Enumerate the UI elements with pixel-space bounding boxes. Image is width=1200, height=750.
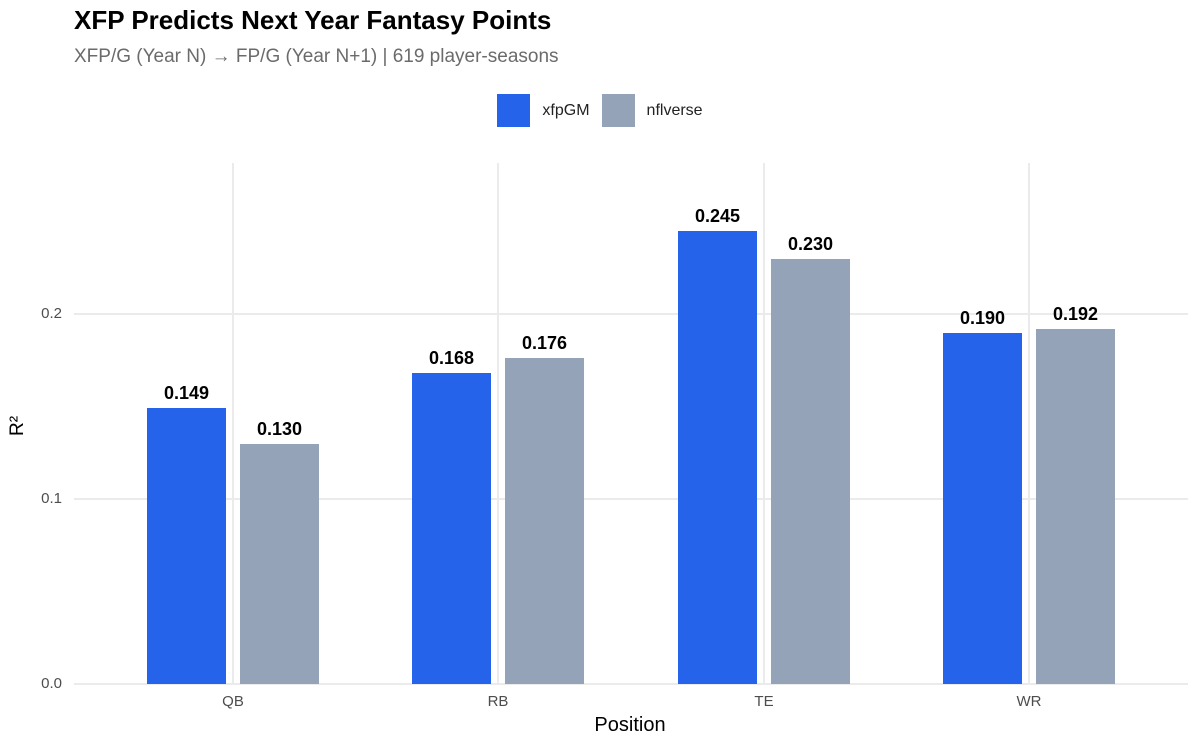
bar-value-label: 0.245 — [694, 205, 741, 226]
chart-title: XFP Predicts Next Year Fantasy Points — [74, 5, 552, 35]
bar-value-label: 0.192 — [1052, 303, 1099, 324]
legend-item-xfpgm: xfpGM — [497, 94, 590, 127]
gridline-x-qb — [232, 163, 234, 685]
x-tick-label: TE — [754, 693, 774, 710]
bar-value-label: 0.130 — [256, 418, 303, 439]
gridline-x-rb — [497, 163, 499, 685]
legend-item-nflverse: nflverse — [601, 94, 703, 127]
bar-value-label: 0.168 — [428, 348, 475, 369]
x-tick-label: WR — [1016, 693, 1042, 710]
y-tick-label: 0.2 — [41, 305, 62, 322]
bar-rb-nflverse — [505, 358, 584, 684]
bar-te-nflverse — [771, 258, 850, 684]
gridline-y-0.1 — [74, 498, 1188, 500]
bar-rb-xfpgm — [412, 373, 491, 684]
legend-label: xfpGM — [542, 101, 590, 119]
gridline-x-wr — [1028, 163, 1030, 685]
gridline-y-0.0 — [74, 683, 1188, 685]
bar-qb-xfpgm — [147, 408, 226, 684]
legend: xfpGM nflverse — [0, 94, 1200, 127]
gridline-y-0.2 — [74, 313, 1188, 315]
bar-wr-nflverse — [1036, 328, 1115, 684]
bar-wr-xfpgm — [943, 332, 1022, 684]
legend-swatch-nflverse — [601, 94, 635, 127]
gridline-x-te — [763, 163, 765, 685]
x-tick-label: RB — [487, 693, 509, 710]
bar-value-label: 0.149 — [163, 383, 210, 404]
y-axis-label: R² — [7, 415, 28, 437]
legend-label: nflverse — [646, 101, 703, 119]
bar-value-label: 0.230 — [787, 233, 834, 254]
y-tick-label: 0.0 — [41, 675, 62, 692]
y-tick-label: 0.1 — [41, 490, 62, 507]
bar-value-label: 0.176 — [521, 333, 568, 354]
bar-qb-nflverse — [240, 443, 319, 684]
chart-subtitle: XFP/G (Year N) → FP/G (Year N+1) | 619 p… — [74, 46, 559, 67]
bar-te-xfpgm — [678, 230, 757, 684]
x-tick-label: QB — [222, 693, 244, 710]
x-axis-label: Position — [594, 714, 666, 736]
bar-value-label: 0.190 — [959, 307, 1006, 328]
legend-swatch-xfpgm — [497, 94, 531, 127]
